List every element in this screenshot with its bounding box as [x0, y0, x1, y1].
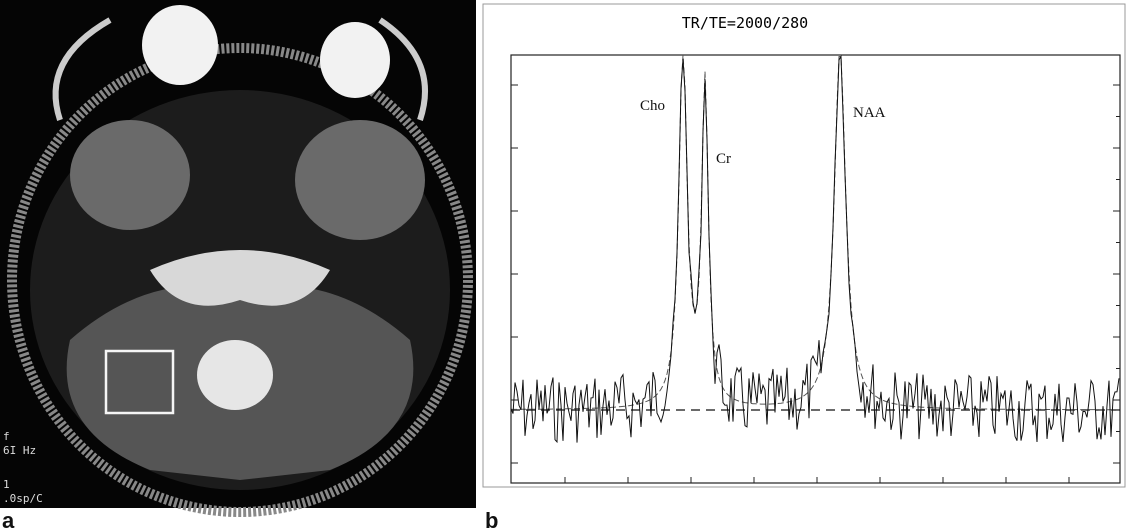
overlay-text: 1 — [3, 478, 10, 491]
overlay-text: f — [3, 430, 10, 443]
panel-label: a — [2, 508, 15, 531]
fit-curve — [511, 54, 1119, 411]
peak-label: Cr — [716, 151, 731, 167]
spectrum-line — [510, 54, 1120, 444]
voxel-box — [104, 349, 175, 415]
overlay-text: .0sp/C — [3, 492, 43, 505]
spectrum-panel: TR/TE=2000/280 Cho Cr NAA — [482, 3, 1126, 488]
peak-label: Cho — [640, 98, 665, 114]
spectrum-title: TR/TE=2000/280 — [682, 14, 808, 32]
panel-label: b — [485, 508, 498, 531]
peak-label: NAA — [853, 105, 886, 121]
overlay-text: 6I Hz — [3, 444, 36, 457]
mri-panel: f 6I Hz 1 .0sp/C — [0, 0, 476, 517]
